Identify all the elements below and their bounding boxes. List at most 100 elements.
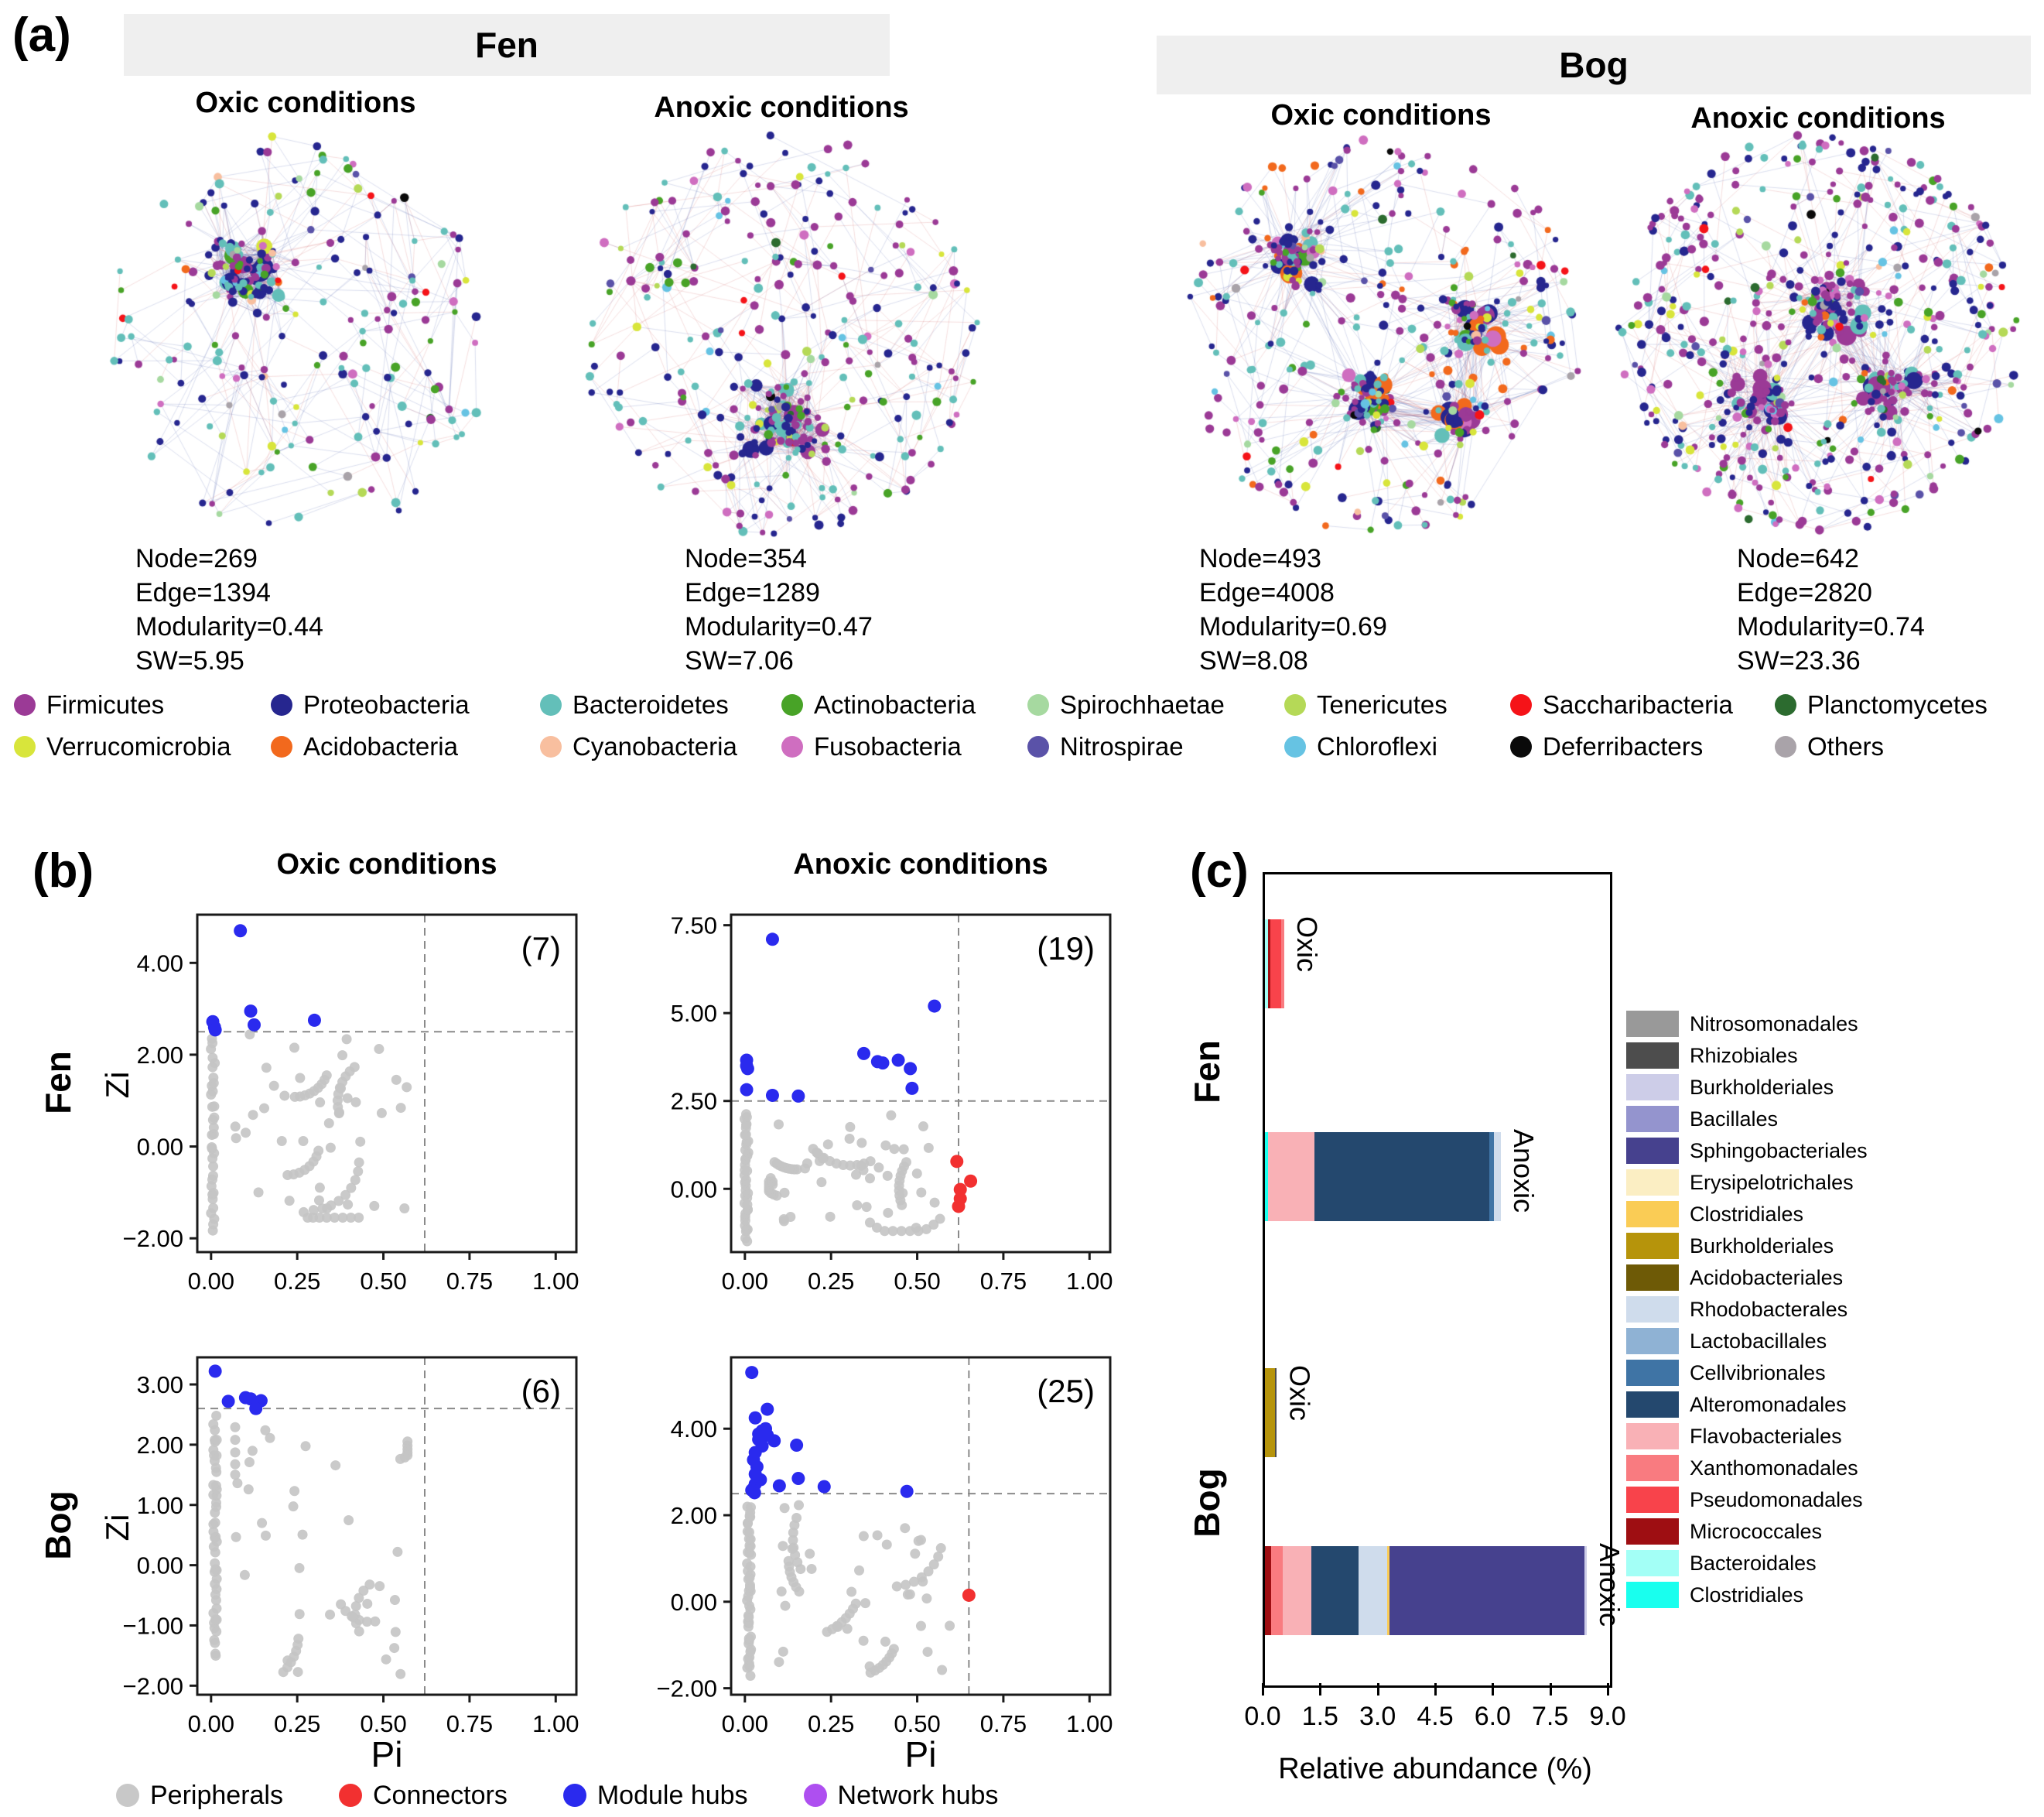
peripheral-point [207, 1170, 218, 1181]
peripheral-point [282, 1169, 293, 1180]
bar-segment-xanthomonadales [1271, 1546, 1283, 1635]
hub-legend-label: Peripherals [150, 1780, 283, 1810]
peripheral-point [395, 1103, 406, 1114]
peripheral-point [402, 1082, 412, 1093]
peripheral-point [354, 1626, 364, 1637]
scatter-svg-bog-anoxic-zipi: 4.002.000.00−2.000.00 0.25 0.50 0.75 1.00(25… [657, 1356, 1113, 1737]
order-legend-label: Sphingobacteriales [1690, 1138, 1868, 1162]
plot-frame [196, 913, 578, 1254]
y-tick-label: 7.50 [671, 912, 717, 939]
peripheral-point [268, 1080, 279, 1091]
module-hub-point [767, 1434, 781, 1448]
peripheral-point [230, 1121, 241, 1132]
peripheral-point [822, 1627, 832, 1637]
x-axis-label-pi-anoxic: Pi [904, 1734, 937, 1774]
bar-segment-rhodobacterales [1493, 1132, 1501, 1221]
y-tick-label: −2.00 [657, 1675, 717, 1702]
module-hub-point [765, 932, 779, 946]
peripheral-point [812, 1147, 822, 1158]
bar-segment-burkholderiales [1584, 1546, 1587, 1635]
peripheral-point [922, 1647, 933, 1658]
connector-point [952, 1199, 966, 1213]
peripheral-point [207, 1101, 217, 1112]
peripheral-point [210, 1558, 220, 1569]
abundance-tick [1262, 1683, 1264, 1696]
peripheral-point [921, 1593, 932, 1604]
peripheral-point [742, 1558, 753, 1569]
peripheral-point [845, 1121, 856, 1132]
order-legend-swatch [1626, 1106, 1679, 1132]
peripheral-point [298, 1135, 309, 1146]
peripheral-point [794, 1500, 805, 1511]
peripheral-point [248, 1110, 258, 1121]
order-legend-label: Clostridiales [1690, 1583, 1804, 1607]
module-hub-point [791, 1472, 805, 1486]
module-hub-point [904, 1062, 918, 1076]
order-legend-item: Bacillales [1626, 1106, 1868, 1132]
network-stat-line: Node=269 [135, 544, 258, 573]
x-tick-label: 0.00 [188, 1268, 234, 1295]
peripheral-point [825, 1211, 836, 1222]
peripheral-point [856, 1138, 867, 1148]
order-legend-label: Rhizobiales [1690, 1043, 1798, 1067]
peripheral-point [346, 1182, 357, 1193]
peripheral-point [260, 1425, 271, 1435]
order-legend-label: Micrococcales [1690, 1519, 1823, 1543]
hub-legend-label: Connectors [372, 1780, 508, 1810]
x-tick-label: 0.25 [808, 1268, 854, 1295]
phylum-legend-label: Verrucomicrobia [46, 732, 231, 761]
peripheral-point [350, 1097, 361, 1107]
peripheral-point [900, 1523, 911, 1534]
peripheral-point [342, 1093, 353, 1104]
peripheral-point [844, 1134, 855, 1145]
module-hub-point [765, 1088, 779, 1102]
module-hub-point [745, 1366, 759, 1380]
network-stat-line: SW=5.95 [135, 646, 244, 676]
peripheral-point [208, 1161, 219, 1172]
peripheral-point [921, 1223, 931, 1234]
peripheral-point [915, 1620, 926, 1631]
phylum-legend-label: Deferribacters [1543, 732, 1704, 761]
peripheral-point [928, 1219, 939, 1230]
order-legend-item: Burkholderiales [1626, 1233, 1868, 1259]
hub-legend-dot [116, 1784, 139, 1807]
peripheral-point [852, 1200, 863, 1211]
peripheral-point [260, 1530, 271, 1541]
phylum-legend-label: Proteobacteria [303, 690, 470, 719]
hub-count-label: (6) [521, 1373, 561, 1409]
module-hub-point [752, 1432, 766, 1446]
order-legend-swatch [1626, 1518, 1679, 1545]
peripheral-point [243, 1484, 254, 1495]
peripheral-point [805, 1548, 815, 1559]
peripheral-point [294, 1562, 305, 1573]
abundance-tick [1492, 1683, 1495, 1696]
phylum-legend-label: Saccharibacteria [1543, 690, 1733, 719]
x-axis-label-pi-oxic: Pi [371, 1734, 403, 1774]
order-legend-swatch [1626, 1042, 1679, 1069]
network-stats-fen-oxic: Node=269 Edge=1394 Modularity=0.44 SW=5.95 [135, 542, 323, 678]
y-tick-label: 2.00 [137, 1432, 183, 1459]
phylum-color-dot [781, 736, 803, 758]
x-tick-label: 0.50 [894, 1268, 940, 1295]
hub-legend-label: Network hubs [837, 1780, 999, 1810]
order-legend-item: Rhizobiales [1626, 1042, 1868, 1069]
order-legend-label: Rhodobacterales [1690, 1297, 1848, 1321]
row-label-fen: Fen [38, 1051, 78, 1114]
peripheral-point [208, 1480, 219, 1490]
peripheral-point [945, 1620, 955, 1631]
network-stat-line: SW=7.06 [685, 646, 794, 676]
peripheral-point [886, 1110, 897, 1121]
hub-type-legend: Peripherals Connectors Module hubs Network … [116, 1777, 998, 1814]
peripheral-point [361, 1617, 372, 1627]
bar-segment-flavobacteriales [1283, 1546, 1311, 1635]
peripheral-point [346, 1213, 357, 1223]
y-tick-label: 4.00 [137, 950, 183, 977]
phylum-color-dot [1510, 736, 1532, 758]
abundance-x-axis-label: Relative abundance (%) [1278, 1753, 1592, 1785]
y-tick-label: −2.00 [123, 1225, 183, 1252]
peripheral-point [325, 1142, 336, 1153]
network-stat-line: Node=493 [1199, 544, 1321, 573]
order-legend-item: Nitrosomonadales [1626, 1011, 1868, 1037]
network-stat-line: Node=642 [1737, 544, 1859, 573]
peripheral-point [887, 1226, 898, 1237]
